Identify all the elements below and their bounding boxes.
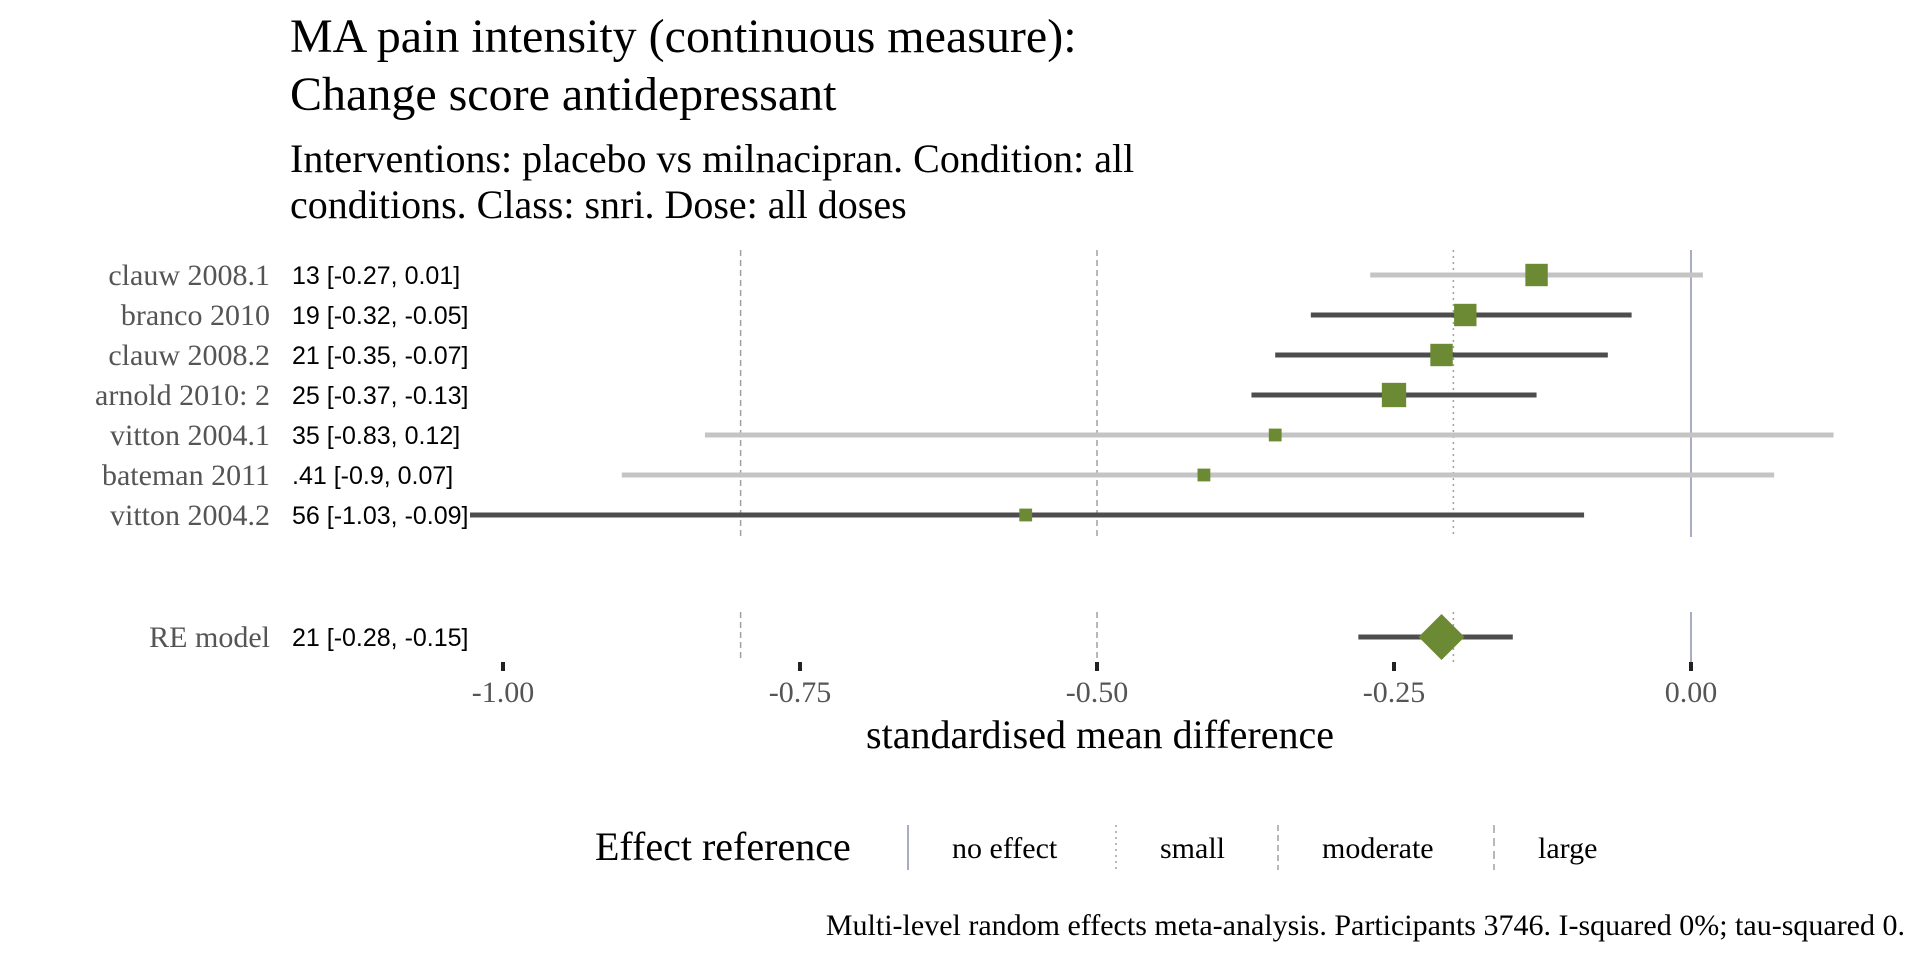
ci-text-clauw-2008-2: 21 [-0.35, -0.07]: [292, 342, 469, 370]
ci-text-backing-bateman-2011: [290, 459, 470, 491]
ci-text-backing-clauw-2008-2: [290, 339, 470, 371]
summary-ci-text: 21 [-0.28, -0.15]: [292, 624, 469, 652]
summary-label: RE model: [149, 621, 270, 654]
x-tick-label-0: -1.00: [472, 676, 535, 709]
legend: Effect reference no effect small moderat…: [595, 824, 1597, 870]
study-label-clauw-2008-1: clauw 2008.1: [108, 259, 270, 292]
x-tick-label-2: -0.50: [1066, 676, 1129, 709]
legend-label-small: small: [1160, 832, 1225, 865]
ci-text-bateman-2011: .41 [-0.9, 0.07]: [292, 462, 453, 490]
study-label-arnold-2010-2: arnold 2010: 2: [95, 379, 270, 412]
summary-diamond: [1418, 614, 1465, 660]
point-estimate-branco-2010: [1454, 303, 1477, 327]
study-rows: clauw 2008.1 13 [-0.27, 0.01] branco 2010 1…: [95, 259, 1834, 532]
ci-text-backing-vitton-2004-1: [290, 419, 470, 451]
ci-text-vitton-2004-2: 56 [-1.03, -0.09]: [292, 502, 469, 530]
legend-title: Effect reference: [595, 824, 851, 869]
ci-text-vitton-2004-1: 35 [-0.83, 0.12]: [292, 422, 460, 450]
ci-text-backing-clauw-2008-1: [290, 259, 470, 291]
reference-lines: [739, 250, 1692, 662]
study-label-clauw-2008-2: clauw 2008.2: [108, 339, 270, 372]
ci-text-backing-arnold-2010-2: [290, 379, 470, 411]
point-estimate-vitton-2004-2: [1019, 508, 1033, 522]
chart-title-line-1: MA pain intensity (continuous measure):: [290, 10, 1077, 63]
chart-subtitle-line-1: Interventions: placebo vs milnacipran. C…: [290, 136, 1134, 181]
x-tick-label-1: -0.75: [769, 676, 832, 709]
point-estimate-bateman-2011: [1197, 468, 1211, 482]
study-label-branco-2010: branco 2010: [121, 299, 270, 332]
study-label-bateman-2011: bateman 2011: [102, 459, 270, 492]
legend-label-no-effect: no effect: [952, 832, 1058, 865]
point-estimate-clauw-2008-1: [1525, 263, 1548, 287]
study-label-vitton-2004-2: vitton 2004.2: [110, 499, 270, 532]
legend-label-moderate: moderate: [1322, 832, 1434, 865]
x-axis: -1.00 -0.75 -0.50 -0.25 0.00: [472, 662, 1718, 709]
summary-row: RE model 21 [-0.28, -0.15]: [149, 614, 1513, 660]
ci-text-backing-vitton-2004-2: [290, 499, 470, 531]
x-axis-label: standardised mean difference: [866, 712, 1334, 757]
chart-title-line-2: Change score antidepressant: [290, 68, 837, 121]
chart-caption: Multi-level random effects meta-analysis…: [826, 909, 1905, 942]
chart-subtitle-line-2: conditions. Class: snri. Dose: all doses: [290, 182, 907, 227]
x-tick-label-4: 0.00: [1665, 676, 1718, 709]
ci-text-arnold-2010-2: 25 [-0.37, -0.13]: [292, 382, 469, 410]
point-estimate-vitton-2004-1: [1268, 428, 1282, 442]
ci-text-backing-branco-2010: [290, 299, 470, 331]
ci-text-clauw-2008-1: 13 [-0.27, 0.01]: [292, 262, 460, 290]
point-estimate-arnold-2010-2: [1381, 382, 1407, 408]
study-label-vitton-2004-1: vitton 2004.1: [110, 419, 270, 452]
ci-text-branco-2010: 19 [-0.32, -0.05]: [292, 302, 469, 330]
x-tick-label-3: -0.25: [1363, 676, 1426, 709]
legend-label-large: large: [1538, 832, 1597, 865]
point-estimate-clauw-2008-2: [1430, 343, 1453, 367]
